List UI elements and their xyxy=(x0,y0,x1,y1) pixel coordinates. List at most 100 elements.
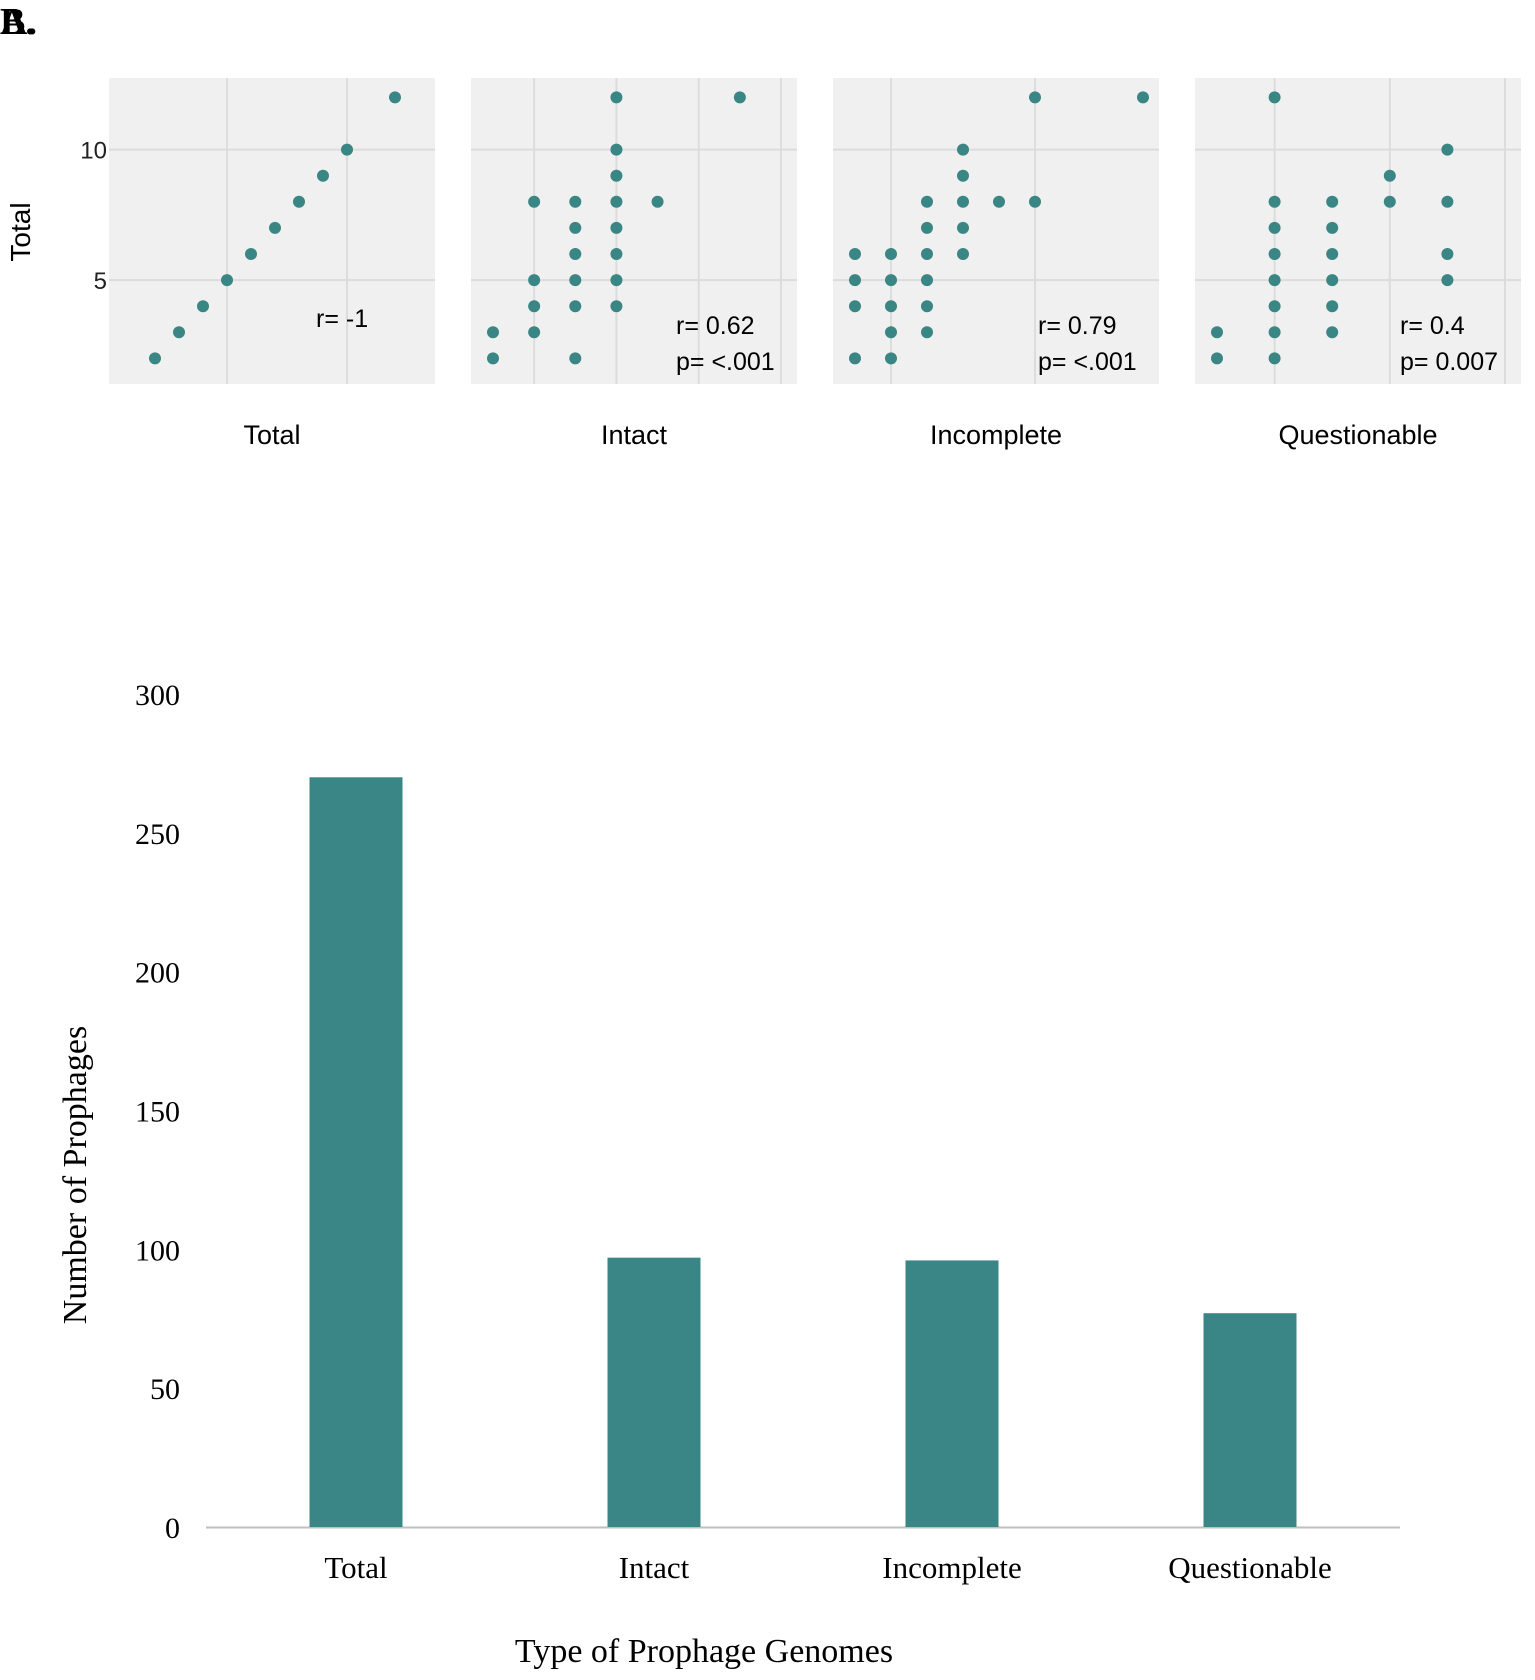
data-point xyxy=(487,352,499,365)
data-point xyxy=(957,248,969,260)
x-tick-label: Incomplete xyxy=(882,1550,1021,1585)
y-tick-label: 5 xyxy=(94,268,107,295)
data-point xyxy=(221,274,233,287)
data-point xyxy=(269,221,281,234)
data-point xyxy=(921,248,933,260)
data-point xyxy=(1268,91,1281,104)
data-point xyxy=(569,274,582,287)
data-point xyxy=(610,143,623,156)
facet-total: r= -1 Total xyxy=(109,78,435,450)
data-point xyxy=(849,300,861,313)
x-tick-label: Intact xyxy=(619,1550,690,1585)
data-point xyxy=(957,143,969,156)
facet-panel-background xyxy=(1195,78,1521,384)
data-point xyxy=(849,248,861,260)
data-point xyxy=(1268,326,1281,339)
data-point xyxy=(610,195,623,208)
data-point xyxy=(569,221,582,234)
data-point xyxy=(885,326,897,339)
stat-annotation: p= 0.007 xyxy=(1400,348,1498,376)
y-tick-label: 10 xyxy=(80,138,107,165)
data-point xyxy=(528,195,541,208)
stat-annotation: p= <.001 xyxy=(676,348,775,376)
data-point xyxy=(1211,352,1223,365)
facet-intact: r= 0.62 p= <.001 Intact xyxy=(471,78,797,450)
x-tick-label: Questionable xyxy=(1168,1550,1332,1585)
data-point xyxy=(173,326,185,339)
data-point xyxy=(610,91,623,104)
data-point xyxy=(1268,274,1281,287)
data-point xyxy=(610,300,623,313)
data-point xyxy=(1441,274,1454,287)
data-point xyxy=(1211,326,1223,339)
data-point xyxy=(993,195,1005,208)
data-point xyxy=(528,300,541,313)
data-point xyxy=(849,352,861,365)
data-point xyxy=(921,300,933,313)
data-point xyxy=(921,195,933,208)
data-point xyxy=(528,274,541,287)
data-point xyxy=(1383,169,1396,182)
data-point xyxy=(957,195,969,208)
stat-annotation: r= 0.4 xyxy=(1400,312,1465,340)
data-point xyxy=(885,248,897,260)
data-point xyxy=(885,300,897,313)
data-point xyxy=(341,143,353,156)
data-point xyxy=(1326,221,1339,234)
data-point xyxy=(885,274,897,287)
y-tick-label: 200 xyxy=(135,957,180,990)
facet-x-label: Incomplete xyxy=(930,420,1062,450)
data-point xyxy=(1326,326,1339,339)
panel-b-label: B. xyxy=(0,1,35,43)
facet-x-label: Total xyxy=(243,420,300,450)
data-point xyxy=(1268,248,1281,260)
data-point xyxy=(569,300,582,313)
data-point xyxy=(1268,352,1281,365)
facet-incomplete: r= 0.79 p= <.001 Incomplete xyxy=(833,78,1159,450)
bar-incomplete xyxy=(905,1260,999,1527)
data-point xyxy=(569,352,582,365)
data-point xyxy=(849,274,861,287)
data-point xyxy=(1029,91,1041,104)
data-point xyxy=(1326,248,1339,260)
y-axis-title: Total xyxy=(5,202,36,261)
data-point xyxy=(1268,195,1281,208)
data-point xyxy=(651,195,664,208)
data-point xyxy=(921,326,933,339)
facet-questionable: r= 0.4 p= 0.007 Questionable xyxy=(1195,78,1521,450)
y-tick-label: 0 xyxy=(165,1512,180,1545)
stat-annotation: r= -1 xyxy=(316,305,368,333)
facet-x-label: Questionable xyxy=(1278,420,1437,450)
y-tick-label: 50 xyxy=(150,1373,180,1406)
x-axis-title: Type of Prophage Genomes xyxy=(515,1633,893,1670)
stat-annotation: r= 0.79 xyxy=(1038,312,1117,340)
data-point xyxy=(1441,143,1454,156)
data-point xyxy=(1326,300,1339,313)
y-tick-label: 250 xyxy=(135,818,180,851)
data-point xyxy=(245,248,257,260)
data-point xyxy=(569,195,582,208)
data-point xyxy=(1441,248,1454,260)
data-point xyxy=(610,248,623,260)
data-point xyxy=(1441,195,1454,208)
data-point xyxy=(885,352,897,365)
bar-questionable xyxy=(1203,1313,1297,1527)
data-point xyxy=(389,91,401,104)
data-point xyxy=(1137,91,1149,104)
data-point xyxy=(733,91,746,104)
data-point xyxy=(1268,300,1281,313)
bar-intact xyxy=(607,1257,701,1527)
facet-panel-background xyxy=(471,78,797,384)
data-point xyxy=(610,221,623,234)
data-point xyxy=(957,221,969,234)
facet-x-label: Intact xyxy=(601,420,668,450)
y-tick-label: 100 xyxy=(135,1234,180,1267)
y-axis-title: Number of Prophages xyxy=(57,1026,94,1324)
data-point xyxy=(149,352,161,365)
data-point xyxy=(528,326,541,339)
data-point xyxy=(293,195,305,208)
stat-annotation: p= <.001 xyxy=(1038,348,1137,376)
data-point xyxy=(1383,195,1396,208)
